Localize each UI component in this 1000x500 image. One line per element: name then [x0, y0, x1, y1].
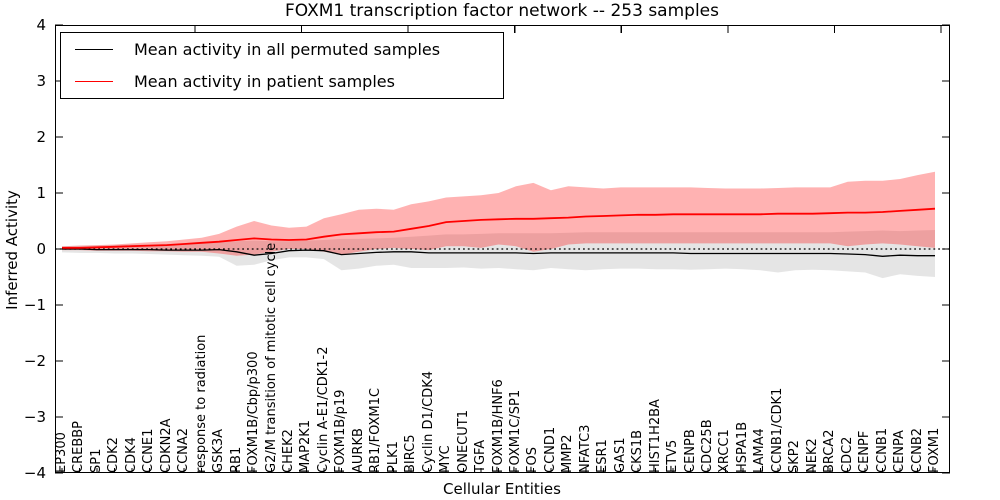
x-category-label: CCNB1	[874, 427, 890, 473]
y-tick-label: 3	[36, 72, 46, 90]
x-category-label: BIRC5	[403, 434, 419, 474]
y-tick-label: 2	[36, 128, 46, 146]
x-category-label: response to radiation	[193, 334, 209, 473]
legend-item-permuted: Mean activity in all permuted samples	[61, 34, 503, 65]
x-category-label: MAP2K1	[298, 419, 314, 473]
x-category-label: FOXM1C/SP1	[507, 389, 523, 473]
x-category-label: XRCC1	[717, 429, 733, 473]
x-category-label: GAS1	[612, 437, 628, 474]
x-category-label: G2/M transition of mitotic cell cycle	[263, 242, 279, 473]
y-tick-label: −1	[23, 296, 46, 314]
permuted-mean-line	[62, 248, 935, 257]
x-category-label: SKP2	[787, 440, 803, 473]
x-category-label: CCND1	[542, 426, 558, 473]
x-category-label: FOXM1B/Cbp/p300	[246, 351, 262, 473]
patient-line-swatch	[75, 81, 113, 82]
x-category-label: CCNE1	[141, 428, 157, 473]
y-tick-label: −4	[23, 464, 46, 482]
x-category-label: GSK3A	[211, 428, 227, 473]
x-category-label: CCNA2	[176, 427, 192, 473]
x-category-label: FOXM1	[927, 427, 942, 473]
x-category-label: TGFA	[473, 439, 489, 473]
x-category-label: FOXM1B/HNF6	[490, 379, 506, 473]
x-category-label: CKS1B	[630, 429, 646, 473]
chart-title: FOXM1 transcription factor network -- 25…	[285, 1, 719, 21]
y-tick-label: 4	[36, 16, 46, 34]
y-tick-label: 1	[36, 184, 46, 202]
permuted-line-swatch	[75, 49, 113, 50]
x-category-label: CENPA	[892, 430, 908, 473]
x-category-label: ONECUT1	[455, 410, 471, 473]
x-category-label: MMP2	[560, 434, 576, 473]
x-category-label: Cyclin D1/CDK4	[420, 370, 436, 473]
x-category-label: CDK2	[106, 437, 122, 473]
x-category-label: CDK4	[123, 437, 139, 473]
patient-mean-line	[62, 207, 936, 249]
x-category-label: CHEK2	[280, 429, 296, 473]
x-category-label: CDC2	[839, 436, 855, 473]
permuted-band	[62, 230, 935, 279]
x-category-label: HSPA1B	[734, 421, 750, 473]
x-category-label: CCNB2	[909, 427, 925, 473]
x-category-label: NEK2	[804, 438, 820, 473]
y-tick-label: 0	[36, 240, 46, 258]
y-tick-label: −3	[23, 408, 46, 426]
x-category-label: ETV5	[665, 439, 681, 473]
x-category-label: MYC	[438, 445, 454, 473]
x-category-label: LAMA4	[752, 428, 768, 473]
x-axis-label: Cellular Entities	[443, 480, 561, 498]
x-category-label: Cyclin A-E1/CDK1-2	[315, 346, 331, 473]
x-category-label: CCNB1/CDK1	[769, 387, 785, 473]
x-category-label: RB1	[228, 446, 244, 473]
x-category-label: ESR1	[595, 439, 611, 473]
x-category-label: CDC25B	[700, 419, 716, 473]
legend-label-permuted: Mean activity in all permuted samples	[134, 40, 441, 59]
legend-label-patient: Mean activity in patient samples	[134, 72, 395, 91]
x-category-label: BRCA2	[822, 429, 838, 473]
patient-band	[62, 171, 935, 256]
x-category-label: NFATC3	[577, 424, 593, 473]
x-category-label: FOXM1B/p19	[333, 389, 349, 473]
legend: Mean activity in all permuted samples Me…	[60, 32, 504, 99]
x-category-label: HIST1H2BA	[647, 399, 663, 473]
legend-item-patient: Mean activity in patient samples	[61, 66, 503, 97]
x-category-label: AURKB	[350, 428, 366, 473]
x-category-label: FOS	[525, 447, 541, 473]
x-category-label: RB1/FOXM1C	[368, 388, 384, 473]
x-category-label: SP1	[88, 448, 104, 473]
x-category-label: EP300	[54, 432, 69, 473]
x-category-label: CENPF	[857, 430, 873, 473]
y-tick-label: −2	[23, 352, 46, 370]
x-category-label: CDKN2A	[158, 418, 174, 473]
x-category-label: CREBBP	[71, 421, 87, 473]
x-category-label: CENPB	[682, 429, 698, 473]
x-category-label: PLK1	[385, 441, 401, 473]
